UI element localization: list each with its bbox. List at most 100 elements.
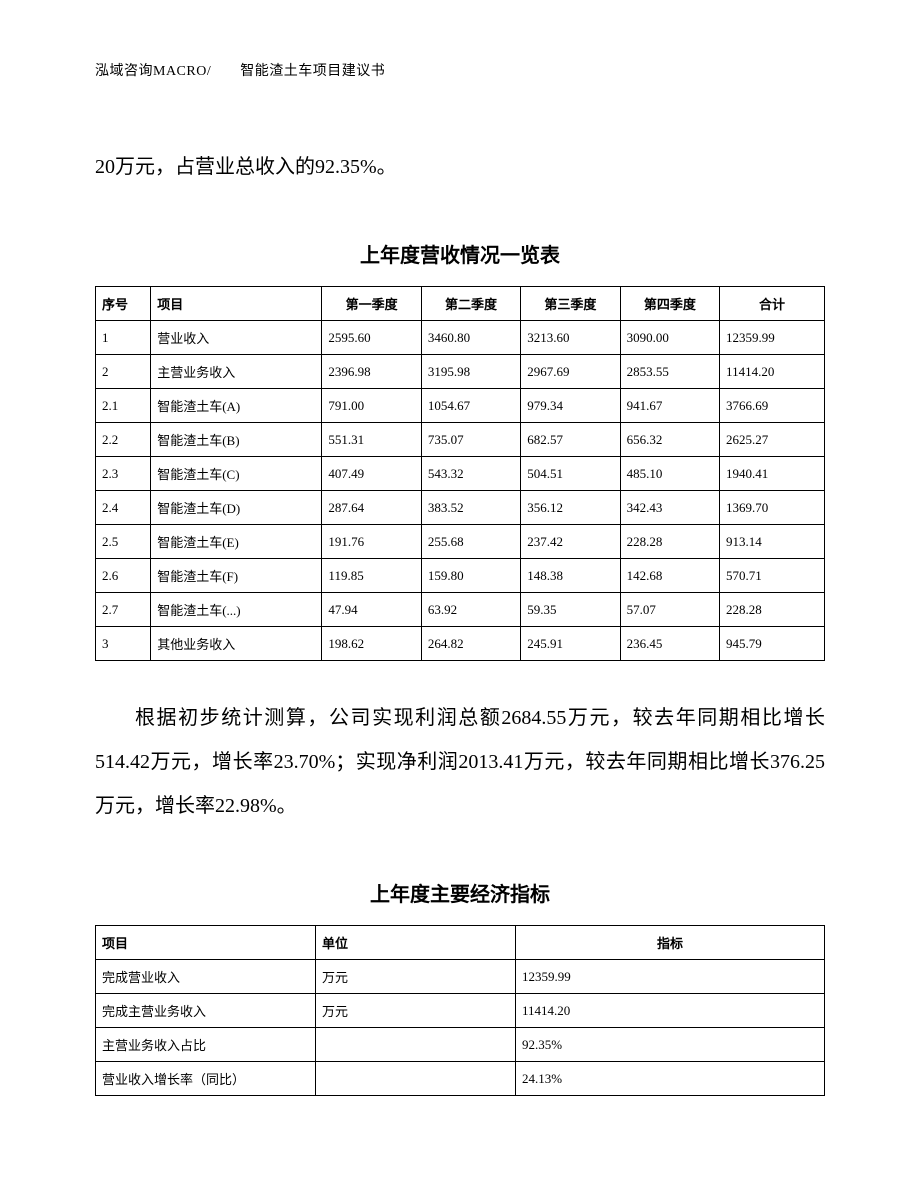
table-cell: 236.45	[620, 627, 719, 661]
table-cell: 485.10	[620, 457, 719, 491]
table-cell: 2396.98	[322, 355, 421, 389]
revenue-col-total: 合计	[720, 287, 825, 321]
table-cell: 2625.27	[720, 423, 825, 457]
table-cell: 智能渣土车(C)	[151, 457, 322, 491]
revenue-col-q3: 第三季度	[521, 287, 620, 321]
table-cell: 2.4	[96, 491, 151, 525]
table-cell: 智能渣土车(A)	[151, 389, 322, 423]
table-cell: 2.5	[96, 525, 151, 559]
table-cell: 1054.67	[421, 389, 520, 423]
table-cell: 主营业务收入	[151, 355, 322, 389]
table-cell: 1	[96, 321, 151, 355]
table-cell: 3195.98	[421, 355, 520, 389]
table-cell: 营业收入	[151, 321, 322, 355]
table-cell: 47.94	[322, 593, 421, 627]
table-cell: 198.62	[322, 627, 421, 661]
table-cell: 383.52	[421, 491, 520, 525]
table-cell: 191.76	[322, 525, 421, 559]
table-cell: 255.68	[421, 525, 520, 559]
table-cell: 92.35%	[516, 1028, 825, 1062]
intro-paragraph: 20万元，占营业总收入的92.35%。	[95, 145, 825, 189]
table-cell: 3766.69	[720, 389, 825, 423]
table-cell: 11414.20	[720, 355, 825, 389]
table-cell: 万元	[316, 960, 516, 994]
table-cell: 11414.20	[516, 994, 825, 1028]
revenue-table-body: 1营业收入2595.603460.803213.603090.0012359.9…	[96, 321, 825, 661]
table-cell: 3213.60	[521, 321, 620, 355]
revenue-table-header-row: 序号 项目 第一季度 第二季度 第三季度 第四季度 合计	[96, 287, 825, 321]
table-cell: 24.13%	[516, 1062, 825, 1096]
table-cell: 2.3	[96, 457, 151, 491]
table-cell: 57.07	[620, 593, 719, 627]
table-cell: 941.67	[620, 389, 719, 423]
table-cell: 407.49	[322, 457, 421, 491]
table-cell: 656.32	[620, 423, 719, 457]
table-cell: 979.34	[521, 389, 620, 423]
table-row: 2.5智能渣土车(E)191.76255.68237.42228.28913.1…	[96, 525, 825, 559]
table-cell: 智能渣土车(F)	[151, 559, 322, 593]
table-row: 2.4智能渣土车(D)287.64383.52356.12342.431369.…	[96, 491, 825, 525]
revenue-col-q1: 第一季度	[322, 287, 421, 321]
revenue-col-item: 项目	[151, 287, 322, 321]
table-cell: 142.68	[620, 559, 719, 593]
indicator-table-body: 完成营业收入万元12359.99完成主营业务收入万元11414.20主营业务收入…	[96, 960, 825, 1096]
table-cell: 119.85	[322, 559, 421, 593]
indicator-col-project: 项目	[96, 926, 316, 960]
table-row: 2.1智能渣土车(A)791.001054.67979.34941.673766…	[96, 389, 825, 423]
table-cell: 356.12	[521, 491, 620, 525]
table-row: 营业收入增长率（同比） 24.13%	[96, 1062, 825, 1096]
table-cell: 682.57	[521, 423, 620, 457]
table-cell: 2967.69	[521, 355, 620, 389]
table-row: 1营业收入2595.603460.803213.603090.0012359.9…	[96, 321, 825, 355]
table-cell	[316, 1062, 516, 1096]
table-cell: 智能渣土车(D)	[151, 491, 322, 525]
intro-text-content: 20万元，占营业总收入的92.35%。	[95, 156, 397, 178]
table-cell: 3	[96, 627, 151, 661]
table-cell: 342.43	[620, 491, 719, 525]
table-cell	[316, 1028, 516, 1062]
revenue-col-q4: 第四季度	[620, 287, 719, 321]
table-cell: 791.00	[322, 389, 421, 423]
revenue-table-title: 上年度营收情况一览表	[95, 239, 825, 268]
table-row: 主营业务收入占比 92.35%	[96, 1028, 825, 1062]
indicator-col-value: 指标	[516, 926, 825, 960]
table-row: 2主营业务收入2396.983195.982967.692853.5511414…	[96, 355, 825, 389]
indicator-table-header-row: 项目 单位 指标	[96, 926, 825, 960]
body-paragraph: 根据初步统计测算，公司实现利润总额2684.55万元，较去年同期相比增长514.…	[95, 696, 825, 828]
table-cell: 245.91	[521, 627, 620, 661]
table-cell: 12359.99	[720, 321, 825, 355]
table-cell: 2.1	[96, 389, 151, 423]
table-row: 完成主营业务收入万元11414.20	[96, 994, 825, 1028]
table-row: 2.2智能渣土车(B)551.31735.07682.57656.322625.…	[96, 423, 825, 457]
header-text: 泓域咨询MACRO/ 智能渣土车项目建议书	[95, 64, 385, 79]
table-row: 3其他业务收入198.62264.82245.91236.45945.79	[96, 627, 825, 661]
table-cell: 913.14	[720, 525, 825, 559]
table-cell: 2.6	[96, 559, 151, 593]
table-cell: 3090.00	[620, 321, 719, 355]
table-cell: 735.07	[421, 423, 520, 457]
table-cell: 228.28	[720, 593, 825, 627]
table-cell: 945.79	[720, 627, 825, 661]
table-cell: 228.28	[620, 525, 719, 559]
table-row: 2.6智能渣土车(F)119.85159.80148.38142.68570.7…	[96, 559, 825, 593]
table-cell: 主营业务收入占比	[96, 1028, 316, 1062]
table-cell: 504.51	[521, 457, 620, 491]
table-cell: 63.92	[421, 593, 520, 627]
table-cell: 159.80	[421, 559, 520, 593]
table-cell: 1369.70	[720, 491, 825, 525]
table-cell: 148.38	[521, 559, 620, 593]
table-cell: 2.7	[96, 593, 151, 627]
table-cell: 543.32	[421, 457, 520, 491]
table-cell: 营业收入增长率（同比）	[96, 1062, 316, 1096]
table-cell: 2	[96, 355, 151, 389]
table-cell: 智能渣土车(B)	[151, 423, 322, 457]
table-row: 完成营业收入万元12359.99	[96, 960, 825, 994]
table-cell: 完成主营业务收入	[96, 994, 316, 1028]
revenue-col-q2: 第二季度	[421, 287, 520, 321]
table-cell: 3460.80	[421, 321, 520, 355]
revenue-table: 序号 项目 第一季度 第二季度 第三季度 第四季度 合计 1营业收入2595.6…	[95, 286, 825, 661]
indicator-col-unit: 单位	[316, 926, 516, 960]
table-cell: 59.35	[521, 593, 620, 627]
table-cell: 570.71	[720, 559, 825, 593]
table-cell: 2595.60	[322, 321, 421, 355]
